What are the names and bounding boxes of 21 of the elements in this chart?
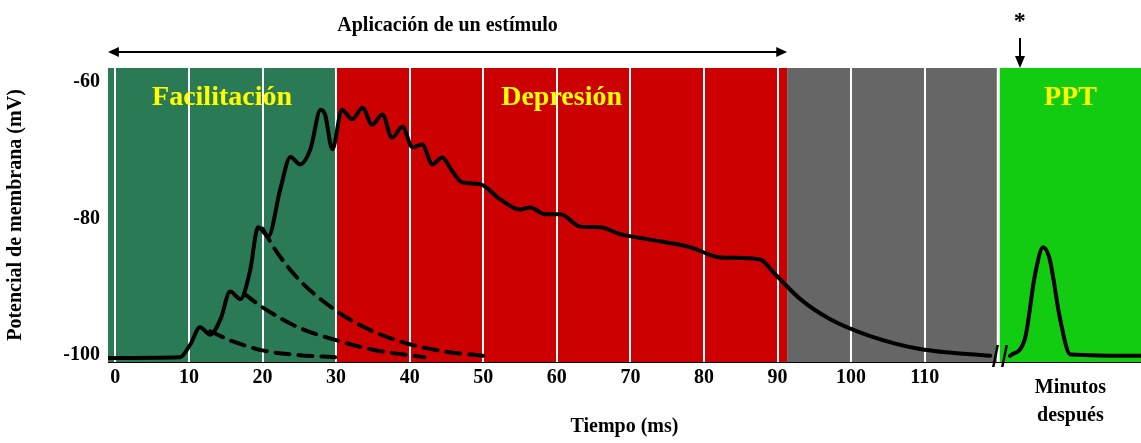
x-tick-label: 50 [473,365,494,388]
x-tick-label: 90 [767,365,788,388]
y-tick-label: -60 [73,68,100,91]
x-tick-label: 20 [252,365,273,388]
y-tick-label: -80 [73,205,100,228]
x-tick-label: 60 [546,365,567,388]
text: * [1013,7,1026,34]
x-axis-title: Tiempo (ms) [570,414,679,438]
y-tick-label: -100 [63,342,100,365]
y-axis-title: Potencial de membrana (mV) [3,89,27,341]
x-tick-label: 70 [620,365,641,388]
x-tick-label: 0 [110,365,121,388]
x-tick-label: 40 [399,365,420,388]
x-tick-label: 30 [326,365,347,388]
x-tick-label: 10 [178,365,199,388]
x-tick-label: 110 [910,365,940,388]
band-label: PPT [1043,80,1098,112]
text: Aplicación de un estímulo [337,13,558,37]
text: Minutos después [1034,375,1107,427]
x-tick-label: 100 [836,365,867,388]
x-tick-label: 80 [693,365,714,388]
